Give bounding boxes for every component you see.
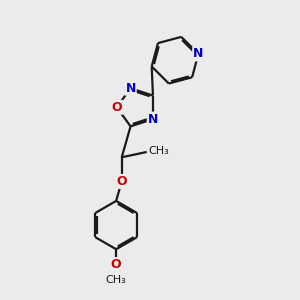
Text: N: N (193, 47, 203, 60)
Text: CH₃: CH₃ (148, 146, 169, 156)
Text: CH₃: CH₃ (106, 275, 127, 285)
Text: N: N (125, 82, 136, 95)
Text: N: N (148, 112, 158, 126)
Text: O: O (111, 101, 122, 114)
Text: O: O (116, 175, 127, 188)
Text: O: O (111, 258, 122, 271)
